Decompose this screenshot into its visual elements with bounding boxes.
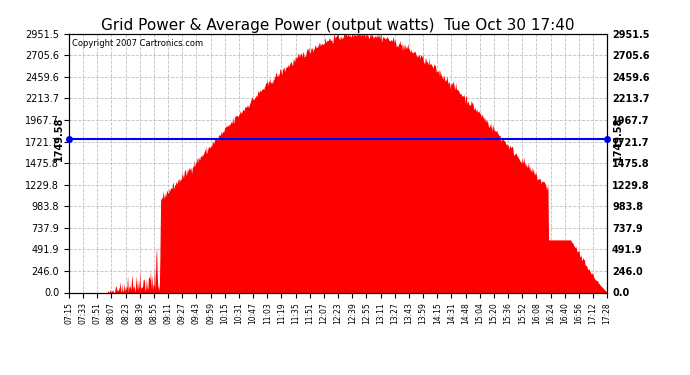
Text: Copyright 2007 Cartronics.com: Copyright 2007 Cartronics.com (72, 39, 203, 48)
Title: Grid Power & Average Power (output watts)  Tue Oct 30 17:40: Grid Power & Average Power (output watts… (101, 18, 575, 33)
Text: 1749.58: 1749.58 (613, 117, 622, 161)
Text: 1749.58: 1749.58 (54, 117, 63, 161)
